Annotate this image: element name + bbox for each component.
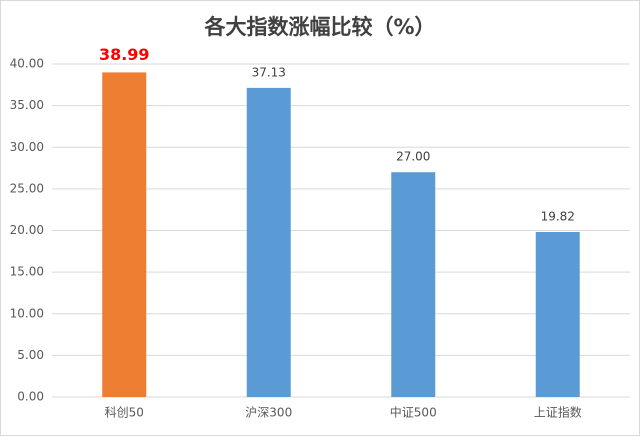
- x-tick-label: 沪深300: [245, 406, 292, 420]
- bar: [535, 231, 580, 397]
- y-tick-label: 35.00: [10, 98, 44, 112]
- bar: [102, 72, 147, 397]
- y-tick-label: 25.00: [10, 181, 44, 195]
- y-tick-label: 40.00: [10, 57, 44, 71]
- chart-title: 各大指数涨幅比较（%）: [203, 15, 435, 39]
- value-label: 38.99: [99, 45, 150, 64]
- bar: [391, 172, 436, 397]
- value-label: 27.00: [396, 150, 430, 164]
- value-label: 19.82: [541, 209, 575, 223]
- bar: [246, 87, 291, 397]
- y-tick-label: 15.00: [10, 265, 44, 279]
- y-tick-label: 10.00: [10, 306, 44, 320]
- y-tick-label: 5.00: [17, 348, 44, 362]
- x-tick-label: 中证500: [390, 405, 437, 420]
- x-tick-label: 上证指数: [534, 405, 582, 420]
- y-tick-label: 30.00: [10, 140, 44, 154]
- value-label: 37.13: [252, 65, 286, 79]
- y-tick-label: 20.00: [10, 223, 44, 237]
- x-tick-label: 科创50: [105, 406, 144, 420]
- y-tick-label: 0.00: [17, 390, 44, 404]
